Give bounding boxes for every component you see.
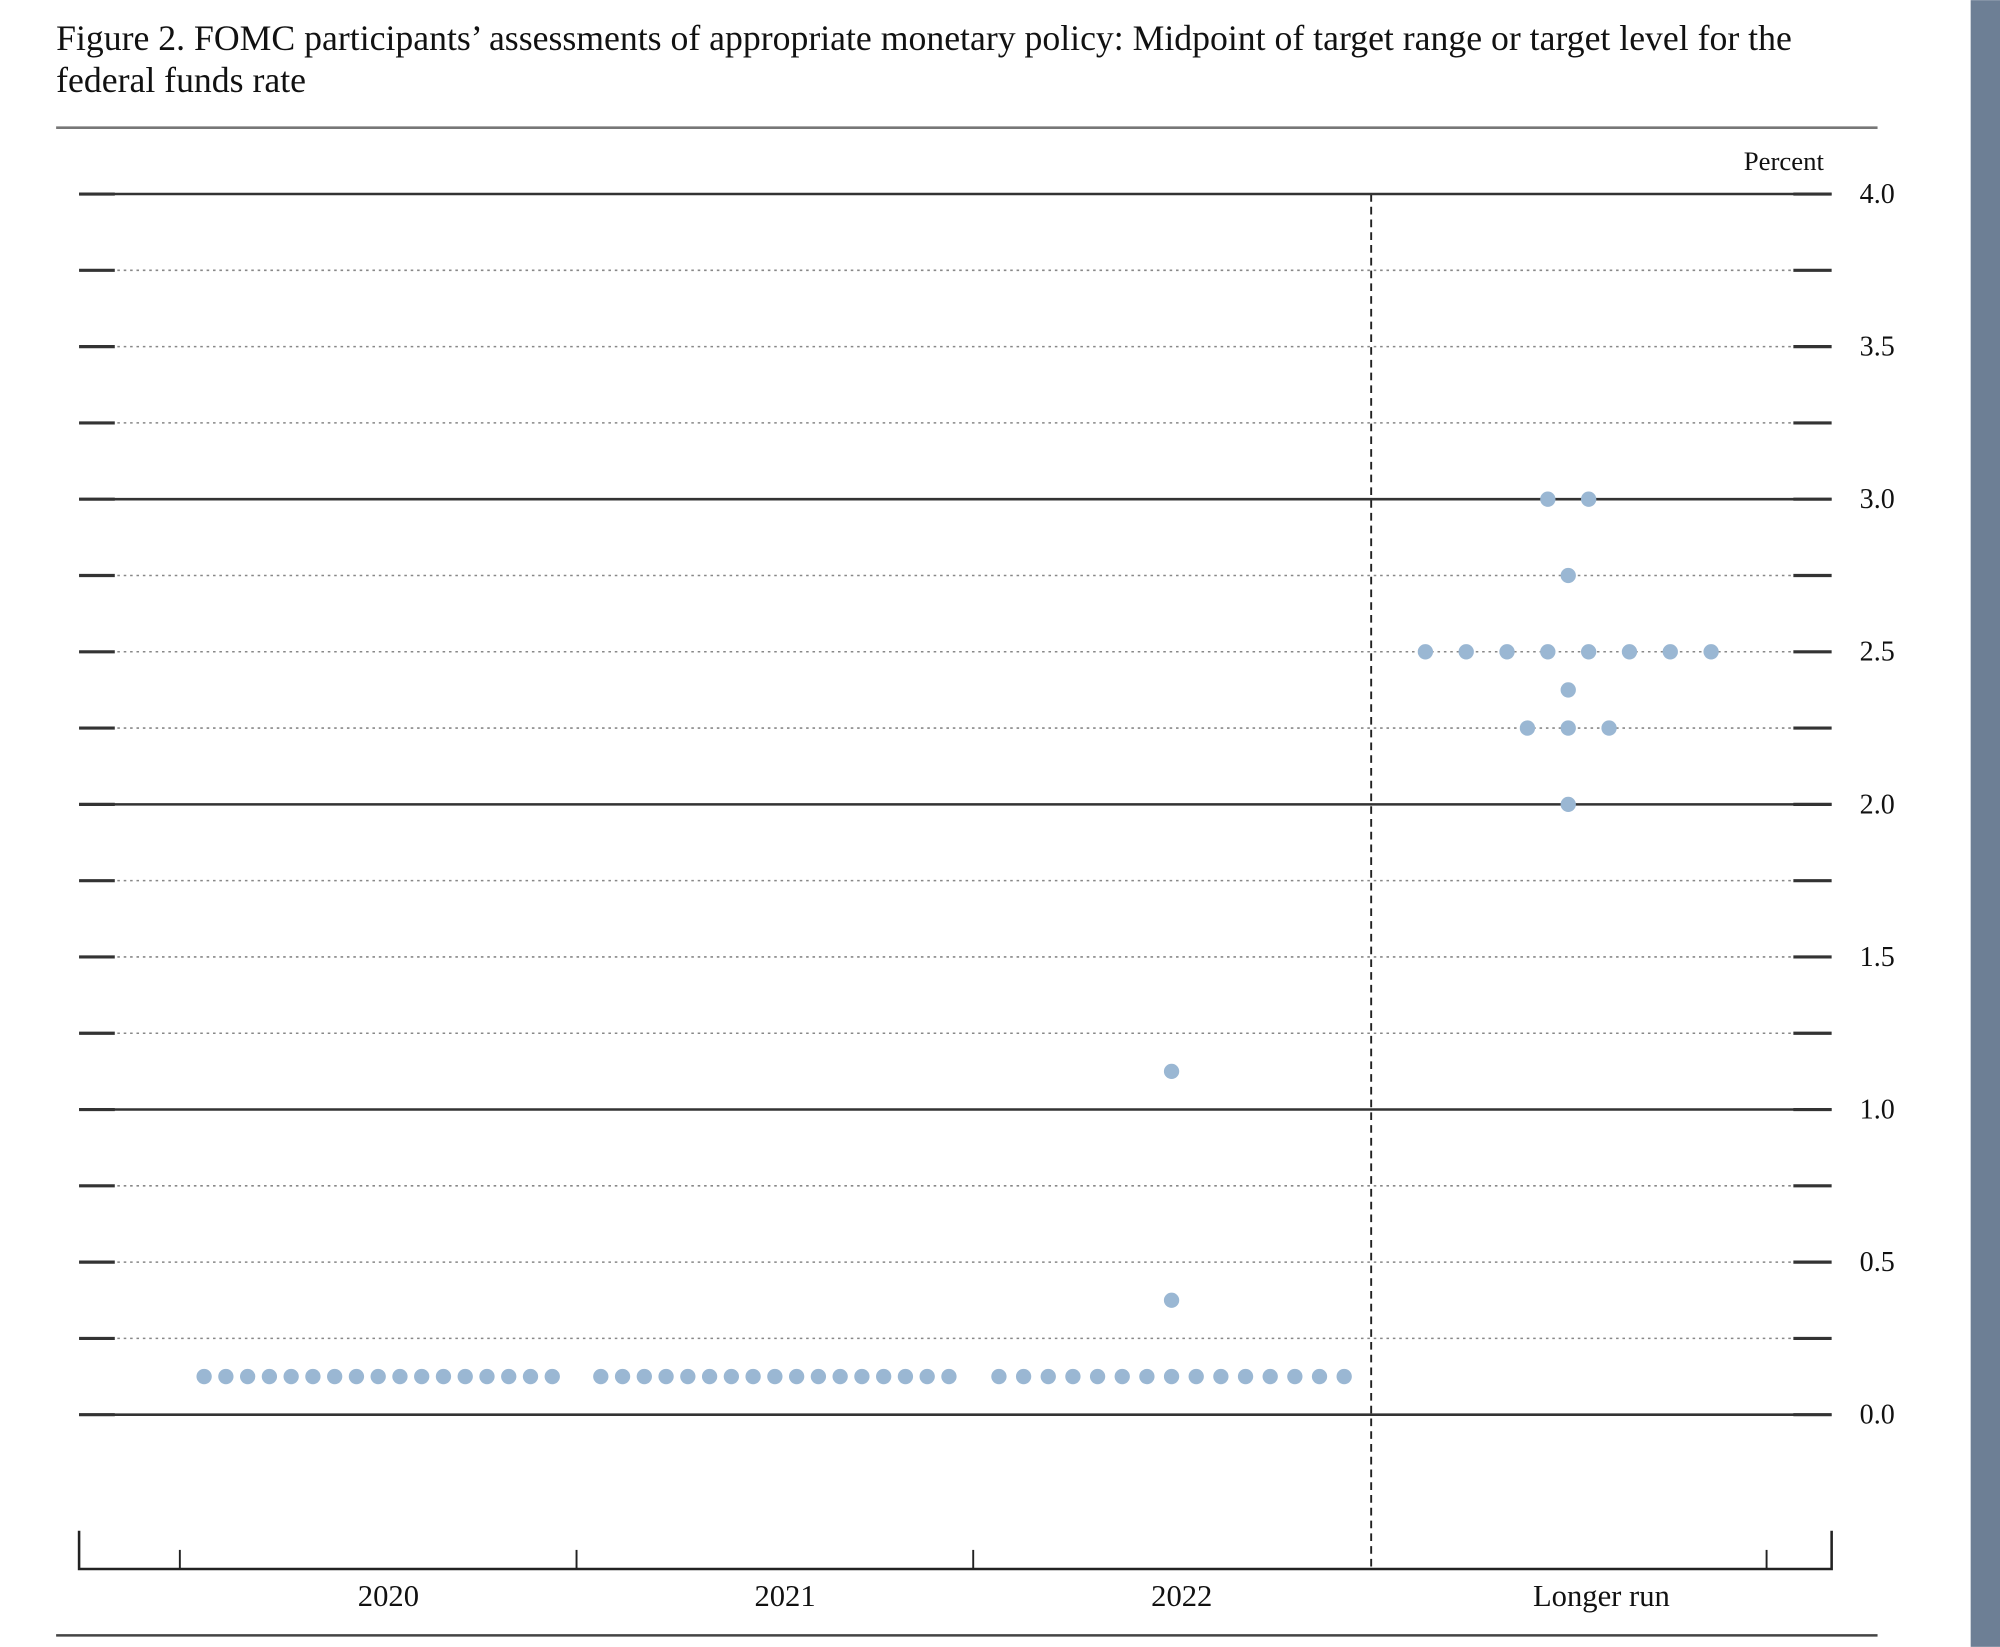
dot — [239, 1368, 256, 1385]
dot — [723, 1368, 740, 1385]
dot — [392, 1368, 408, 1385]
y-tick-label: 3.5 — [1860, 332, 1895, 363]
dot — [1237, 1368, 1254, 1385]
dot — [897, 1368, 914, 1385]
dot — [305, 1368, 321, 1385]
dot — [1560, 567, 1576, 584]
dot — [261, 1368, 278, 1385]
dot — [348, 1368, 365, 1385]
x-axis — [77, 1530, 1833, 1571]
dot — [1163, 1063, 1180, 1080]
y-tick-label: 0.5 — [1860, 1247, 1895, 1278]
dot — [1540, 644, 1556, 660]
dot — [636, 1368, 652, 1385]
dot — [1499, 644, 1515, 660]
dot — [658, 1368, 674, 1385]
dot — [1114, 1368, 1130, 1385]
dot — [479, 1368, 495, 1385]
dot — [1015, 1368, 1032, 1385]
dot — [501, 1368, 517, 1385]
dot — [810, 1368, 827, 1385]
dot — [370, 1368, 386, 1385]
title-box: Figure 2. FOMC participants’ assessments… — [56, 19, 1792, 101]
dot — [522, 1368, 539, 1385]
dot — [196, 1368, 212, 1385]
dot — [1580, 491, 1597, 507]
y-tick-label: 2.5 — [1860, 637, 1895, 668]
y-tick-label: 1.0 — [1860, 1094, 1895, 1125]
dot — [941, 1368, 957, 1385]
y-tick-label: 0.0 — [1860, 1400, 1895, 1431]
x-tick-label: 2021 — [754, 1579, 815, 1613]
dot — [919, 1368, 935, 1385]
dot — [1417, 644, 1434, 660]
y-unit: Percent — [1744, 146, 1825, 176]
dot — [1560, 796, 1576, 813]
dot — [327, 1368, 343, 1385]
dot — [1560, 682, 1576, 698]
y-tick-label: 2.0 — [1860, 789, 1895, 820]
dot — [745, 1368, 761, 1385]
dot — [991, 1368, 1007, 1385]
y-tick-label: 3.0 — [1860, 484, 1895, 515]
dot — [854, 1368, 870, 1385]
dot — [1065, 1368, 1081, 1385]
dot — [1287, 1368, 1303, 1385]
dot — [1540, 491, 1556, 507]
dot — [614, 1368, 631, 1385]
dot — [1621, 644, 1638, 660]
side-bar — [1970, 0, 2000, 1647]
dot — [1262, 1368, 1278, 1385]
chart-title: Figure 2. FOMC participants’ assessments… — [56, 19, 1792, 101]
dot — [1601, 720, 1617, 736]
dot — [544, 1368, 560, 1385]
dot — [1188, 1368, 1204, 1385]
dot — [1458, 644, 1474, 660]
dot — [701, 1368, 718, 1385]
dot — [1163, 1368, 1180, 1385]
y-tick-label: 4.0 — [1860, 179, 1895, 210]
dot — [414, 1368, 430, 1385]
dot — [788, 1368, 805, 1385]
x-tick-label: Longer run — [1533, 1579, 1670, 1613]
dot — [1662, 644, 1678, 660]
dot — [1560, 720, 1576, 736]
dot — [876, 1368, 892, 1385]
dot — [1163, 1292, 1180, 1308]
dot — [457, 1368, 473, 1385]
x-tick-label: 2020 — [358, 1579, 419, 1613]
dot — [435, 1368, 452, 1385]
dot — [1213, 1368, 1229, 1385]
dot — [593, 1368, 609, 1385]
dot — [1089, 1368, 1106, 1385]
dot — [680, 1368, 696, 1385]
dot — [832, 1368, 848, 1385]
dot — [1040, 1368, 1056, 1385]
dot — [1336, 1368, 1352, 1385]
y-tick-label: 1.5 — [1860, 942, 1895, 973]
dot — [283, 1368, 299, 1385]
dot — [218, 1368, 234, 1385]
dot — [1703, 644, 1719, 660]
dot — [1580, 644, 1597, 660]
dot — [1311, 1368, 1328, 1385]
dot — [1519, 720, 1536, 736]
x-tick-label: 2022 — [1151, 1579, 1212, 1613]
dot — [767, 1368, 783, 1385]
dot — [1139, 1368, 1155, 1385]
